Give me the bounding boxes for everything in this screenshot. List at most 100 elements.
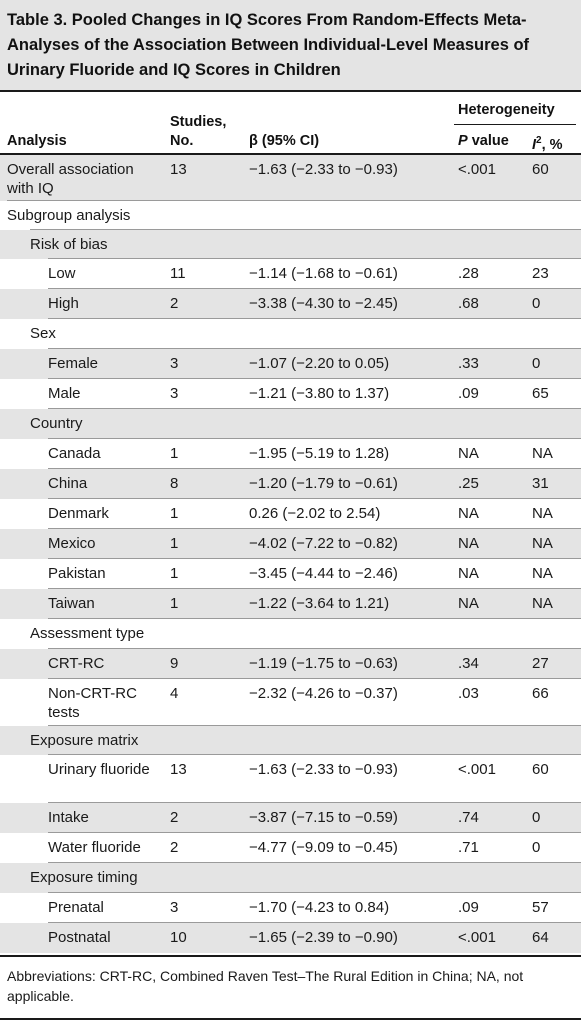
i2-cell: 65: [532, 385, 549, 402]
row-label: Country: [30, 415, 83, 432]
p-value-cell: NA: [458, 505, 479, 522]
row-divider: [48, 922, 581, 923]
p-value-cell: .25: [458, 475, 479, 492]
table-row: Low 11 −1.14 (−1.68 to −0.61) .28 23: [0, 259, 581, 289]
row-label: Risk of bias: [30, 236, 108, 253]
beta-ci-cell: −1.14 (−1.68 to −0.61): [249, 265, 398, 282]
row-label: Canada: [48, 445, 101, 462]
table-title: Table 3. Pooled Changes in IQ Scores Fro…: [7, 11, 530, 79]
row-divider: [48, 754, 581, 755]
table-row: Subgroup analysis: [0, 201, 581, 230]
studies-cell: 1: [170, 565, 179, 582]
studies-cell: 13: [170, 761, 187, 778]
row-divider: [48, 318, 581, 319]
studies-header-line2: No.: [170, 133, 194, 149]
i2-cell: NA: [532, 565, 553, 582]
row-label: Subgroup analysis: [7, 207, 131, 224]
beta-ci-cell: −1.65 (−2.39 to −0.90): [249, 929, 398, 946]
studies-cell: 1: [170, 505, 179, 522]
p-value-header: P value: [458, 132, 509, 150]
table-row: Male 3 −1.21 (−3.80 to 1.37) .09 65: [0, 379, 581, 409]
i2-cell: NA: [532, 595, 553, 612]
header-rule: [0, 153, 581, 155]
i2-cell: NA: [532, 445, 553, 462]
table-row: CRT-RC 9 −1.19 (−1.75 to −0.63) .34 27: [0, 649, 581, 679]
p-value-cell: <.001: [458, 929, 496, 946]
row-label: Sex: [30, 325, 56, 342]
row-label: China: [48, 475, 88, 492]
beta-ci-cell: −1.70 (−4.23 to 0.84): [249, 899, 390, 916]
p-value-header-rest: value: [467, 133, 509, 149]
row-divider: [48, 438, 581, 439]
table-row: Intake 2 −3.87 (−7.15 to −0.59) .74 0: [0, 803, 581, 833]
row-label: CRT-RC: [48, 655, 105, 672]
table-row: Water fluoride 2 −4.77 (−9.09 to −0.45) .71…: [0, 833, 581, 863]
i2-cell: 0: [532, 355, 541, 372]
i2-cell: 23: [532, 265, 549, 282]
title-block: Table 3. Pooled Changes in IQ Scores Fro…: [0, 0, 581, 90]
p-value-cell: .68: [458, 295, 479, 312]
i2-cell: 57: [532, 899, 549, 916]
studies-cell: 1: [170, 535, 179, 552]
i2-cell: NA: [532, 505, 553, 522]
table-row: Postnatal 10 −1.65 (−2.39 to −0.90) <.001 64: [0, 923, 581, 953]
row-divider: [48, 498, 581, 499]
table-row: High 2 −3.38 (−4.30 to −2.45) .68 0: [0, 289, 581, 319]
table-row: Urinary fluoride 13 −1.63 (−2.33 to −0.93)…: [0, 755, 581, 803]
p-value-cell: NA: [458, 445, 479, 462]
row-divider: [48, 725, 581, 726]
bottom-rule: [0, 955, 581, 957]
studies-cell: 4: [170, 685, 179, 702]
table-row: Exposure timing: [0, 863, 581, 893]
row-divider: [48, 528, 581, 529]
beta-ci-cell: −3.38 (−4.30 to −2.45): [249, 295, 398, 312]
row-divider: [48, 558, 581, 559]
studies-cell: 13: [170, 161, 187, 178]
table-row: Canada 1 −1.95 (−5.19 to 1.28) NA NA: [0, 439, 581, 469]
i2-header-italic: I: [532, 136, 537, 153]
row-label: Urinary fluoride: [48, 761, 150, 778]
i2-header-rest: , %: [541, 136, 563, 153]
row-divider: [48, 408, 581, 409]
p-value-cell: NA: [458, 595, 479, 612]
table-row: Sex: [0, 319, 581, 349]
row-label: Exposure matrix: [30, 732, 139, 749]
table-row: Overall association with IQ 13 −1.63 (−2.3…: [0, 155, 581, 201]
top-rule: [0, 90, 581, 92]
table-row: Risk of bias: [0, 230, 581, 259]
beta-ci-cell: −4.77 (−9.09 to −0.45): [249, 839, 398, 856]
p-value-cell: <.001: [458, 161, 496, 178]
i2-cell: 0: [532, 839, 541, 856]
row-divider: [48, 862, 581, 863]
p-value-cell: .09: [458, 385, 479, 402]
table-row: Prenatal 3 −1.70 (−4.23 to 0.84) .09 57: [0, 893, 581, 923]
row-label: Water fluoride: [48, 839, 141, 856]
row-label: Overall association with IQ: [7, 161, 134, 197]
row-label: High: [48, 295, 79, 312]
row-divider: [48, 258, 581, 259]
beta-ci-cell: −2.32 (−4.26 to −0.37): [249, 685, 398, 702]
studies-cell: 2: [170, 809, 179, 826]
table-row: Country: [0, 409, 581, 439]
studies-cell: 2: [170, 839, 179, 856]
table-row: China 8 −1.20 (−1.79 to −0.61) .25 31: [0, 469, 581, 499]
i2-cell: 27: [532, 655, 549, 672]
studies-cell: 3: [170, 899, 179, 916]
row-label: Postnatal: [48, 929, 111, 946]
row-label: Mexico: [48, 535, 96, 552]
row-label: Female: [48, 355, 99, 372]
studies-cell: 1: [170, 445, 179, 462]
table-row: Taiwan 1 −1.22 (−3.64 to 1.21) NA NA: [0, 589, 581, 619]
beta-ci-cell: −1.19 (−1.75 to −0.63): [249, 655, 398, 672]
row-label: Pakistan: [48, 565, 106, 582]
beta-ci-cell: 0.26 (−2.02 to 2.54): [249, 505, 381, 522]
row-divider: [48, 802, 581, 803]
i2-cell: 60: [532, 161, 549, 178]
i2-header: I2, %: [532, 132, 563, 154]
row-divider: [48, 648, 581, 649]
p-value-cell: NA: [458, 535, 479, 552]
row-label: Male: [48, 385, 81, 402]
beta-ci-cell: −4.02 (−7.22 to −0.82): [249, 535, 398, 552]
row-divider: [48, 618, 581, 619]
table-row: Pakistan 1 −3.45 (−4.44 to −2.46) NA NA: [0, 559, 581, 589]
